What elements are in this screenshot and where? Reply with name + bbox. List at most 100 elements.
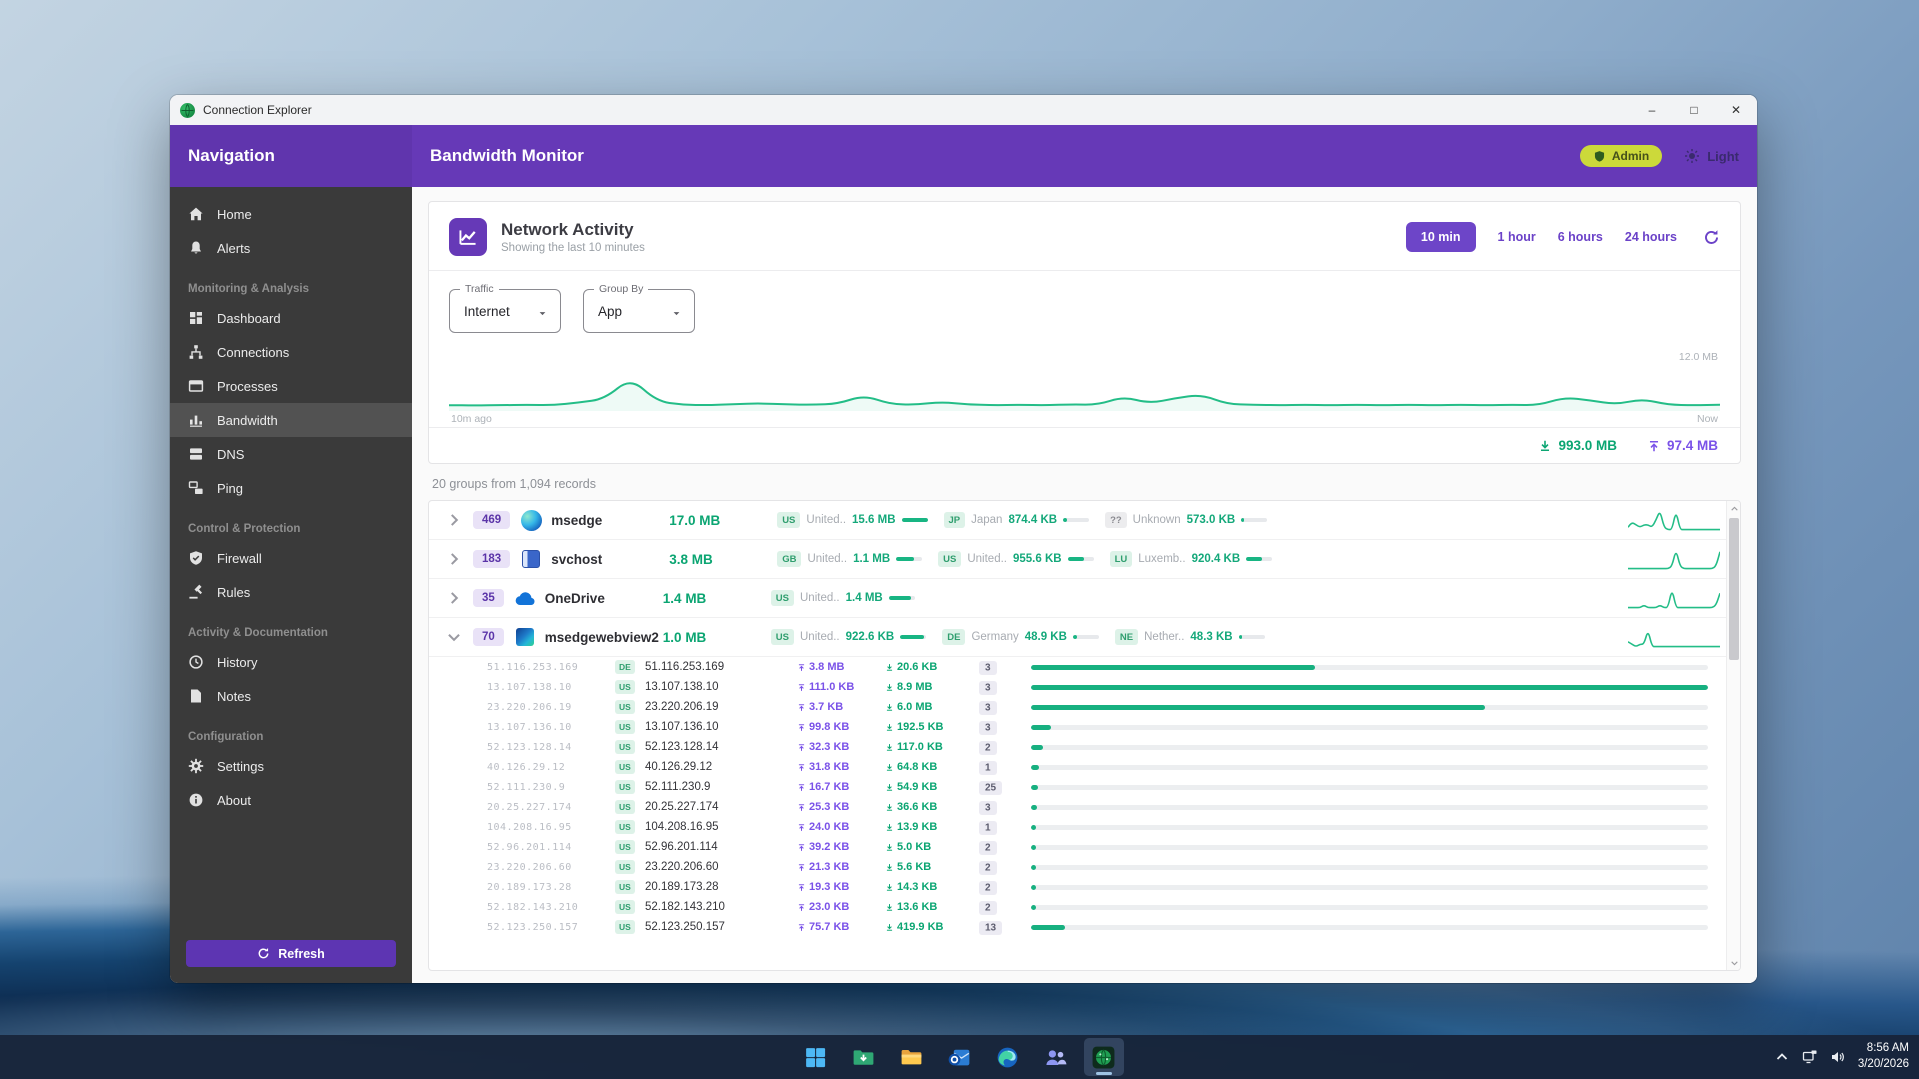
- remote-ip: 52.111.230.9: [645, 781, 797, 793]
- taskbar-app-start[interactable]: [796, 1038, 836, 1076]
- country-bar: [900, 635, 926, 639]
- group-row-OneDrive[interactable]: 35OneDrive1.4 MBUSUnited..1.4 MB: [429, 579, 1726, 618]
- app-name: msedge: [551, 513, 669, 528]
- upload-value: 19.3 KB: [797, 881, 885, 893]
- sidebar-item-notes[interactable]: Notes: [170, 679, 412, 713]
- upload-total: 97.4 MB: [1647, 438, 1718, 453]
- download-value: 5.0 KB: [885, 841, 979, 853]
- range-button-1-hour[interactable]: 1 hour: [1498, 230, 1536, 244]
- upload-value: 3.7 KB: [797, 701, 885, 713]
- taskbar-app-explorer[interactable]: [892, 1038, 932, 1076]
- chevron-right-icon[interactable]: [445, 550, 463, 568]
- country-code-badge: ??: [1105, 512, 1127, 528]
- sidebar-item-ping[interactable]: Ping: [170, 471, 412, 505]
- detail-row: 52.123.128.14US52.123.128.1432.3 KB117.0…: [429, 737, 1726, 757]
- scrollbar-thumb[interactable]: [1729, 518, 1739, 660]
- sun-icon: [1684, 148, 1700, 164]
- chevron-right-icon[interactable]: [445, 589, 463, 607]
- tray-chevron-up-icon[interactable]: [1774, 1049, 1790, 1065]
- maximize-button[interactable]: □: [1673, 95, 1715, 125]
- sidebar-item-history[interactable]: History: [170, 645, 412, 679]
- app-icon: [180, 103, 195, 118]
- sidebar-item-dns[interactable]: DNS: [170, 437, 412, 471]
- clock[interactable]: 8:56 AM 3/20/2026: [1858, 1041, 1909, 1072]
- taskbar-app-downloads[interactable]: [844, 1038, 884, 1076]
- sidebar-item-dashboard[interactable]: Dashboard: [170, 301, 412, 335]
- country-code-badge: US: [615, 681, 645, 693]
- group-row-msedge[interactable]: 469msedge17.0 MBUSUnited..15.6 MBJPJapan…: [429, 501, 1726, 540]
- groups-table: 469msedge17.0 MBUSUnited..15.6 MBJPJapan…: [428, 500, 1741, 971]
- chevron-right-icon[interactable]: [445, 511, 463, 529]
- msedgewebview2-app-icon: [514, 626, 536, 648]
- download-icon: [885, 703, 894, 712]
- download-value: 5.6 KB: [885, 861, 979, 873]
- sidebar-item-about[interactable]: About: [170, 783, 412, 817]
- taskbar-app-edge[interactable]: [988, 1038, 1028, 1076]
- taskbar-app-teams[interactable]: [1036, 1038, 1076, 1076]
- traffic-bar: [1031, 905, 1708, 910]
- country-code-badge: US: [615, 701, 645, 713]
- close-button[interactable]: ✕: [1715, 95, 1757, 125]
- range-button-10-min[interactable]: 10 min: [1406, 222, 1476, 252]
- tray-time: 8:56 AM: [1858, 1041, 1909, 1057]
- scroll-down-arrow[interactable]: [1727, 956, 1741, 970]
- sidebar-item-settings[interactable]: Settings: [170, 749, 412, 783]
- range-button-6-hours[interactable]: 6 hours: [1558, 230, 1603, 244]
- sidebar-item-label: Ping: [217, 481, 243, 496]
- scroll-up-arrow[interactable]: [1727, 501, 1741, 515]
- sidebar-item-alerts[interactable]: Alerts: [170, 231, 412, 265]
- sidebar-item-connections[interactable]: Connections: [170, 335, 412, 369]
- range-button-24-hours[interactable]: 24 hours: [1625, 230, 1677, 244]
- chevron-down-icon: [537, 306, 548, 317]
- download-value: 117.0 KB: [885, 741, 979, 753]
- connection-count-badge: 2: [979, 881, 1005, 893]
- country-code-badge: GB: [777, 551, 801, 567]
- country-code-badge: US: [615, 801, 645, 813]
- window-titlebar: Connection Explorer – □ ✕: [170, 95, 1757, 125]
- select-traffic[interactable]: TrafficInternet: [449, 289, 561, 333]
- remote-ip: 23.220.206.19: [645, 701, 797, 713]
- country-code-badge: US: [615, 761, 645, 773]
- upload-icon: [797, 843, 806, 852]
- sidebar-item-bandwidth[interactable]: Bandwidth: [170, 403, 412, 437]
- remote-ip-muted: 52.111.230.9: [487, 782, 615, 793]
- chart-refresh-button[interactable]: [1703, 229, 1720, 246]
- sidebar-item-firewall[interactable]: Firewall: [170, 541, 412, 575]
- download-value: 36.6 KB: [885, 801, 979, 813]
- country-chip: DEGermany48.9 KB: [942, 629, 1099, 645]
- theme-toggle[interactable]: Light: [1684, 148, 1739, 164]
- country-chip: ??Unknown573.0 KB: [1105, 512, 1267, 528]
- group-row-msedgewebview2[interactable]: 70msedgewebview21.0 MBUSUnited..922.6 KB…: [429, 618, 1726, 657]
- minimize-button[interactable]: –: [1631, 95, 1673, 125]
- download-value: 13.9 KB: [885, 821, 979, 833]
- taskbar: 8:56 AM 3/20/2026: [0, 1035, 1919, 1079]
- app-total: 1.0 MB: [663, 630, 771, 645]
- country-name: United..: [806, 514, 846, 526]
- country-chip: GBUnited..1.1 MB: [777, 551, 922, 567]
- chevron-down-icon[interactable]: [445, 628, 463, 646]
- speaker-icon[interactable]: [1830, 1049, 1846, 1065]
- select-value: App: [598, 304, 622, 319]
- sidebar-item-rules[interactable]: Rules: [170, 575, 412, 609]
- country-value: 1.4 MB: [846, 592, 883, 604]
- sidebar-item-processes[interactable]: Processes: [170, 369, 412, 403]
- refresh-button[interactable]: Refresh: [186, 940, 396, 967]
- taskbar-app-connection-explorer[interactable]: [1084, 1038, 1124, 1076]
- remote-ip: 13.107.138.10: [645, 681, 797, 693]
- sidebar-title: Navigation: [188, 146, 275, 166]
- sidebar-item-home[interactable]: Home: [170, 197, 412, 231]
- sidebar-item-label: Rules: [217, 585, 250, 600]
- country-chip: USUnited..1.4 MB: [771, 590, 915, 606]
- chart-end-label: Now: [1697, 413, 1718, 425]
- taskbar-app-outlook[interactable]: [940, 1038, 980, 1076]
- country-name: United..: [967, 553, 1007, 565]
- app-total: 1.4 MB: [663, 591, 771, 606]
- download-value: 192.5 KB: [885, 721, 979, 733]
- country-value: 922.6 KB: [846, 631, 895, 643]
- sidebar-header: Navigation: [170, 125, 412, 187]
- group-row-svchost[interactable]: 183svchost3.8 MBGBUnited..1.1 MBUSUnited…: [429, 540, 1726, 579]
- download-value: 419.9 KB: [885, 921, 979, 933]
- network-display-icon[interactable]: [1802, 1049, 1818, 1065]
- detail-row: 52.182.143.210US52.182.143.21023.0 KB13.…: [429, 897, 1726, 917]
- select-group-by[interactable]: Group ByApp: [583, 289, 695, 333]
